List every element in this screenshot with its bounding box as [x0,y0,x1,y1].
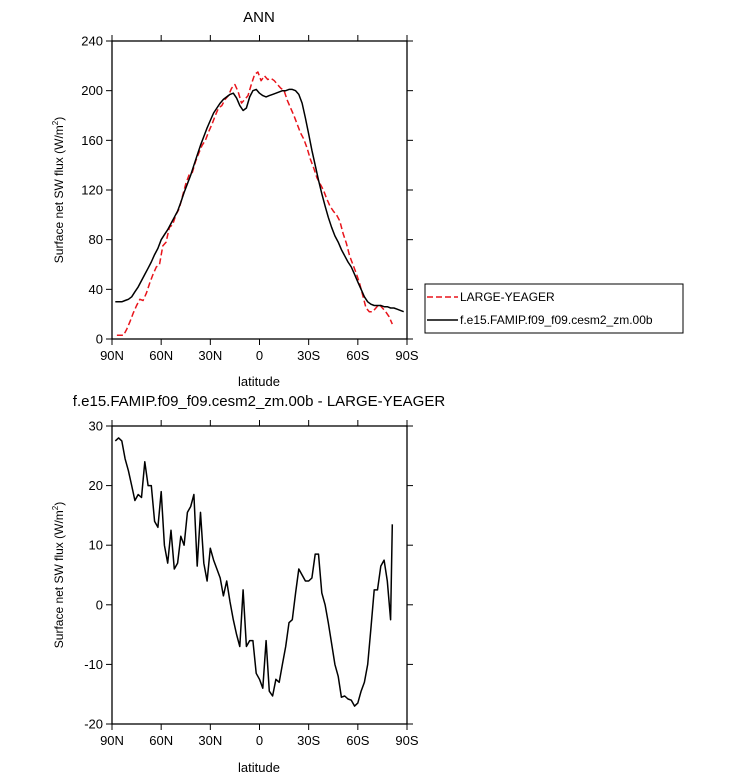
bottom-x-tick-label: 60S [346,733,369,748]
top-y-tick-label: 80 [89,232,103,247]
bottom-chart-title: f.e15.FAMIP.f09_f09.cesm2_zm.00b - LARGE… [73,393,446,410]
top-x-tick-label: 90N [100,348,124,363]
bottom-x-tick-label: 30N [198,733,222,748]
top-x-tick-label: 90S [395,348,418,363]
bottom-y-tick-label: 10 [89,538,103,553]
top-y-axis-label: Surface net SW flux (W/m2) [51,117,66,263]
bottom-x-tick-label: 30S [297,733,320,748]
bottom-y-tick-label: -20 [84,717,103,732]
top-y-tick-label: 0 [96,332,103,347]
legend-label-large-yeager: LARGE-YEAGER [460,290,555,304]
legend-label-cesm2: f.e15.FAMIP.f09_f09.cesm2_zm.00b [460,313,653,327]
legend-box [424,283,684,334]
bottom-x-tick-label: 90N [100,733,124,748]
bottom-y-axis: -20 -10 0 10 20 30 [84,419,413,732]
top-x-tick-label: 60S [346,348,369,363]
top-plot-series [115,71,404,337]
top-x-axis-label: latitude [238,374,280,389]
bottom-y-axis-label: Surface net SW flux (W/m2) [51,502,66,648]
bottom-y-tick-label: -10 [84,657,103,672]
top-x-tick-label: 60N [149,348,173,363]
top-y-tick-label: 240 [81,34,103,49]
top-x-tick-label: 30N [198,348,222,363]
bottom-x-tick-label: 90S [395,733,418,748]
bottom-y-tick-label: 30 [89,419,103,434]
legend: LARGE-YEAGER f.e15.FAMIP.f09_f09.cesm2_z… [424,283,684,334]
top-y-tick-label: 120 [81,183,103,198]
top-y-tick-label: 160 [81,133,103,148]
bottom-plot-series [114,437,394,707]
top-x-tick-label: 30S [297,348,320,363]
bottom-x-tick-label: 0 [256,733,263,748]
top-series-line-0 [116,71,393,337]
top-series-line-1 [115,88,404,313]
top-y-axis: 0 40 80 120 160 200 240 [81,34,413,347]
bottom-x-tick-label: 60N [149,733,173,748]
bottom-x-axis-label: latitude [238,760,280,775]
bottom-series-line-0 [114,437,394,707]
top-y-tick-label: 200 [81,83,103,98]
top-x-axis: 90N 60N 30N 0 30S 60S 90S [100,35,419,363]
top-x-tick-label: 0 [256,348,263,363]
bottom-y-tick-label: 20 [89,478,103,493]
top-chart-title: ANN [243,9,275,26]
bottom-panel: f.e15.FAMIP.f09_f09.cesm2_zm.00b - LARGE… [51,393,445,775]
top-y-tick-label: 40 [89,282,103,297]
bottom-y-tick-label: 0 [96,597,103,612]
bottom-x-axis: 90N 60N 30N 0 30S 60S 90S [100,420,419,748]
